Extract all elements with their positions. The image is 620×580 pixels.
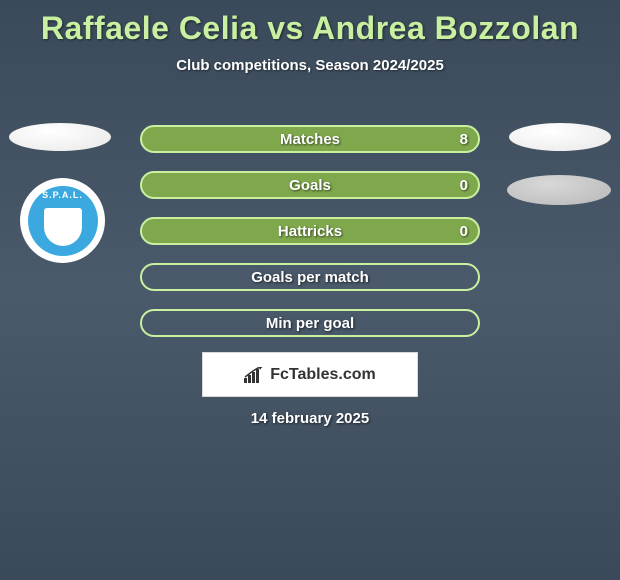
stats-container: Matches 8 Goals 0 Hattricks 0 Goals per … — [140, 125, 480, 355]
brand-box: FcTables.com — [202, 352, 418, 397]
player2-photo-placeholder — [509, 123, 611, 151]
stat-bar-matches: Matches 8 — [140, 125, 480, 153]
stat-label: Matches — [280, 131, 340, 148]
stat-bar-goals: Goals 0 — [140, 171, 480, 199]
stat-value: 0 — [460, 223, 468, 240]
stat-bar-goals-per-match: Goals per match — [140, 263, 480, 291]
badge-inner-circle: S.P.A.L. — [28, 186, 98, 256]
stat-value: 8 — [460, 131, 468, 148]
stat-label: Goals — [289, 177, 331, 194]
page-subtitle: Club competitions, Season 2024/2025 — [0, 57, 620, 74]
stat-value: 0 — [460, 177, 468, 194]
brand-text: FcTables.com — [270, 366, 376, 384]
stat-label: Min per goal — [266, 315, 354, 332]
stat-label: Goals per match — [251, 269, 369, 286]
player1-club-badge: S.P.A.L. — [20, 178, 105, 263]
player2-club-placeholder — [507, 175, 611, 205]
player1-photo-placeholder — [9, 123, 111, 151]
page-title: Raffaele Celia vs Andrea Bozzolan — [0, 0, 620, 47]
badge-outer-circle: S.P.A.L. — [20, 178, 105, 263]
date-text: 14 february 2025 — [0, 410, 620, 427]
stat-bar-min-per-goal: Min per goal — [140, 309, 480, 337]
badge-shield-icon — [44, 208, 82, 246]
badge-text: S.P.A.L. — [42, 190, 83, 200]
stat-bar-hattricks: Hattricks 0 — [140, 217, 480, 245]
chart-icon — [244, 367, 266, 383]
stat-label: Hattricks — [278, 223, 342, 240]
